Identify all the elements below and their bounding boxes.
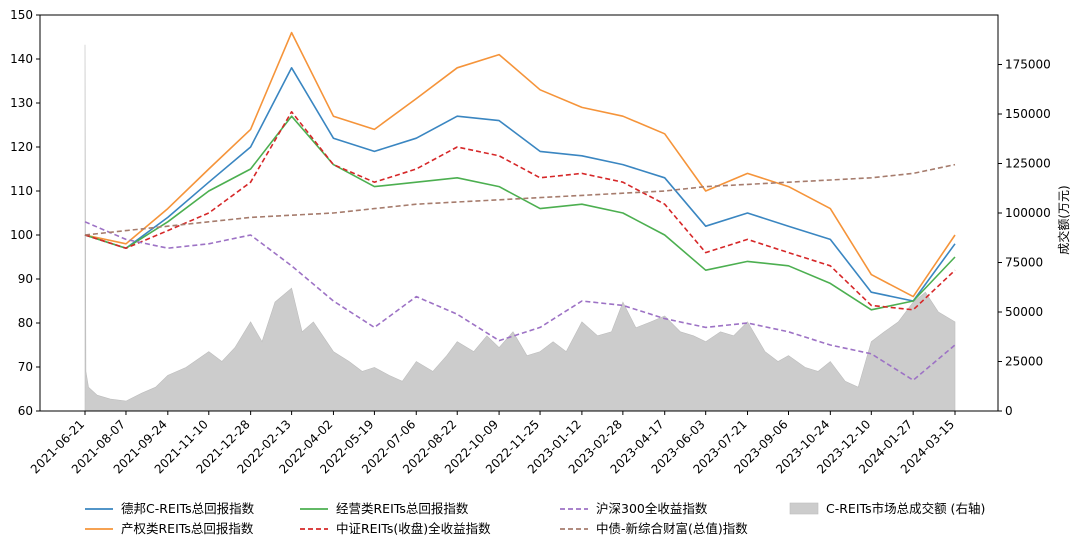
y-right-tick-label: 100000 [1005, 206, 1051, 220]
y-left-tick-label: 90 [18, 272, 33, 286]
legend-label: 中证REITs(收盘)全收益指数 [336, 521, 491, 536]
y-right-tick-label: 25000 [1005, 355, 1043, 369]
series-line-2 [84, 115, 956, 311]
plot-area [84, 31, 956, 412]
y-left-tick-label: 80 [18, 316, 33, 330]
area-series-volume [84, 44, 956, 412]
y-left-tick-label: 60 [18, 404, 33, 418]
legend-label: 经营类REITs总回报指数 [336, 501, 469, 516]
y-left-tick-label: 110 [10, 184, 33, 198]
legend-label: 产权类REITs总回报指数 [121, 521, 254, 536]
y-right-tick-label: 125000 [1005, 157, 1051, 171]
y-right-tick-label: 0 [1005, 404, 1013, 418]
y-right-tick-label: 150000 [1005, 107, 1051, 121]
y-left-tick-label: 120 [10, 140, 33, 154]
y-left-tick-label: 130 [10, 96, 33, 110]
series-line-1 [84, 31, 956, 298]
legend-label: 沪深300全收益指数 [596, 501, 708, 516]
y-right-tick-label: 75000 [1005, 256, 1043, 270]
legend-swatch-area [789, 502, 819, 515]
y-left-tick-label: 70 [18, 360, 33, 374]
y-left-tick-label: 100 [10, 228, 33, 242]
y-right-tick-label: 50000 [1005, 305, 1043, 319]
y-right-tick-label: 175000 [1005, 58, 1051, 72]
legend-label: C-REITs市场总成交额 (右轴) [826, 501, 985, 516]
series-line-0 [84, 67, 956, 302]
y-left-tick-label: 150 [10, 8, 33, 22]
legend-label: 中债-新综合财富(总值)指数 [596, 521, 748, 536]
series-line-5 [84, 163, 956, 236]
y-left-tick-label: 140 [10, 52, 33, 66]
right-axis-label: 成交额(万元) [1056, 185, 1071, 254]
legend-label: 德邦C-REITs总回报指数 [121, 501, 255, 516]
